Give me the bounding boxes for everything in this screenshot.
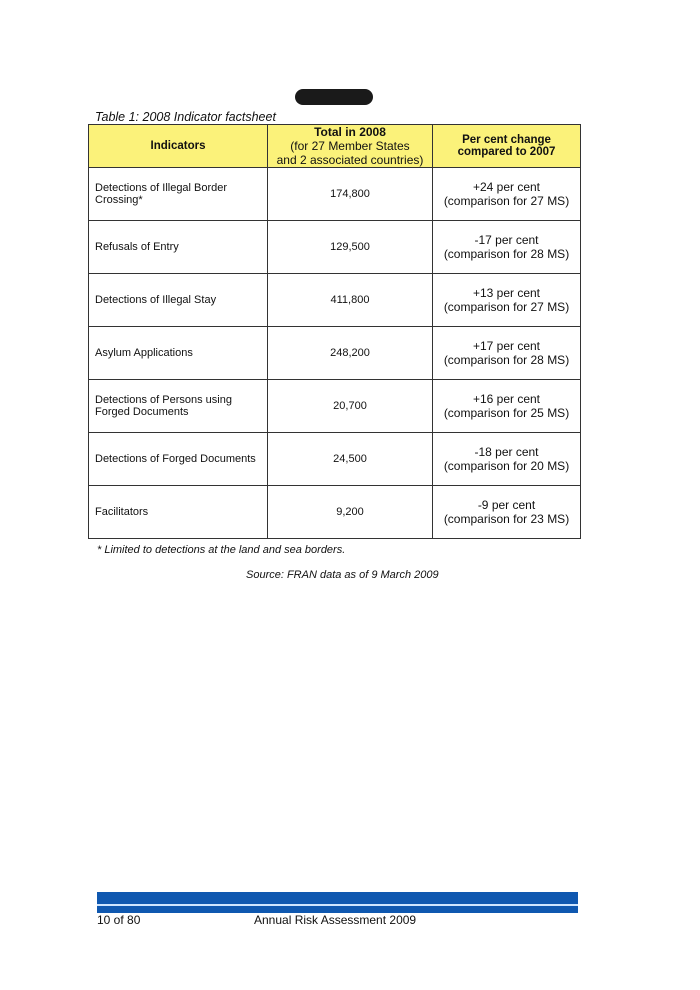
indicator-table: Indicators Total in 2008 (for 27 Member … [88, 124, 581, 539]
change-cell: +16 per cent (comparison for 25 MS) [432, 379, 581, 433]
change-cell: +17 per cent (comparison for 28 MS) [432, 326, 581, 380]
table-row: Facilitators 9,200 -9 per cent (compariso… [88, 485, 581, 539]
comparison-note: (comparison for 25 MS) [443, 406, 570, 420]
total-cell: 129,500 [267, 220, 433, 274]
comparison-note: (comparison for 28 MS) [443, 353, 570, 367]
total-cell: 20,700 [267, 379, 433, 433]
change-cell: -9 per cent (comparison for 23 MS) [432, 485, 581, 539]
source-note: Source: FRAN data as of 9 March 2009 [246, 569, 439, 581]
total-cell: 411,800 [267, 273, 433, 327]
comparison-note: (comparison for 23 MS) [443, 512, 570, 526]
indicator-cell: Asylum Applications [88, 326, 268, 380]
indicator-cell: Detections of Forged Documents [88, 432, 268, 486]
redaction-mark [295, 89, 373, 105]
table-row: Refusals of Entry 129,500 -17 per cent (c… [88, 220, 581, 274]
table-header-row: Indicators Total in 2008 (for 27 Member … [88, 124, 581, 168]
header-total-sub1: (for 27 Member States [290, 139, 410, 153]
comparison-note: (comparison for 27 MS) [443, 300, 570, 314]
table-row: Detections of Forged Documents 24,500 -1… [88, 432, 581, 486]
comparison-note: (comparison for 20 MS) [443, 459, 570, 473]
footer-title: Annual Risk Assessment 2009 [254, 913, 417, 927]
indicator-cell: Detections of Illegal Border Crossing* [88, 167, 268, 221]
total-cell: 9,200 [267, 485, 433, 539]
header-indicators: Indicators [88, 124, 268, 168]
change-cell: -17 per cent (comparison for 28 MS) [432, 220, 581, 274]
change-value: -17 per cent [474, 233, 539, 247]
change-cell: +13 per cent (comparison for 27 MS) [432, 273, 581, 327]
total-cell: 248,200 [267, 326, 433, 380]
change-value: -9 per cent [477, 498, 536, 512]
comparison-note: (comparison for 28 MS) [443, 247, 570, 261]
header-change: Per cent change compared to 2007 [432, 124, 581, 168]
header-total: Total in 2008 (for 27 Member States and … [267, 124, 433, 168]
page-number: 10 of 80 [97, 913, 141, 927]
table-row: Detections of Illegal Border Crossing* 1… [88, 167, 581, 221]
table-row: Detections of Illegal Stay 411,800 +13 p… [88, 273, 581, 327]
change-value: +17 per cent [472, 339, 541, 353]
change-value: +13 per cent [472, 286, 541, 300]
footer-bar-line [97, 904, 578, 906]
indicator-cell: Facilitators [88, 485, 268, 539]
footnote: * Limited to detections at the land and … [97, 544, 346, 556]
change-value: -18 per cent [474, 445, 539, 459]
table-row: Asylum Applications 248,200 +17 per cent… [88, 326, 581, 380]
change-value: +16 per cent [472, 392, 541, 406]
footer-bar [97, 892, 578, 913]
indicator-cell: Refusals of Entry [88, 220, 268, 274]
comparison-note: (comparison for 27 MS) [443, 194, 570, 208]
indicator-cell: Detections of Illegal Stay [88, 273, 268, 327]
table-caption: Table 1: 2008 Indicator factsheet [95, 110, 276, 124]
header-total-sub2: and 2 associated countries) [276, 153, 424, 167]
change-cell: -18 per cent (comparison for 20 MS) [432, 432, 581, 486]
table-row: Detections of Persons using Forged Docum… [88, 379, 581, 433]
header-total-title: Total in 2008 [314, 125, 386, 139]
change-cell: +24 per cent (comparison for 27 MS) [432, 167, 581, 221]
indicator-cell: Detections of Persons using Forged Docum… [88, 379, 268, 433]
total-cell: 174,800 [267, 167, 433, 221]
change-value: +24 per cent [472, 180, 541, 194]
total-cell: 24,500 [267, 432, 433, 486]
